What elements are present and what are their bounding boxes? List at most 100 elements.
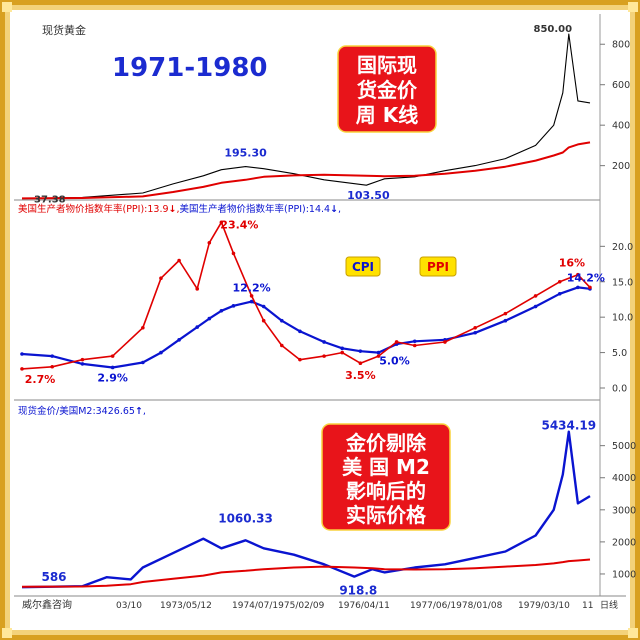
cpi-line-point bbox=[261, 304, 266, 309]
ppi-header: 美国生产者物价指数年率(PPI):13.9↓,美国生产者物价指数年率(PPI):… bbox=[18, 203, 341, 215]
ppi-line-point bbox=[207, 240, 212, 245]
gold-ma-line bbox=[21, 141, 591, 200]
cpi-line-point bbox=[207, 316, 212, 321]
ppi-line-point bbox=[231, 251, 236, 256]
ppi-line-point bbox=[533, 294, 538, 298]
cpi-line-point bbox=[159, 350, 163, 355]
y-tick-label: 200 bbox=[612, 161, 630, 172]
gold-m2-ma-line bbox=[21, 558, 591, 588]
cpi-line-point bbox=[50, 354, 55, 358]
cpi-line-point bbox=[80, 362, 85, 366]
cpi-line-point bbox=[280, 318, 284, 323]
y-tick-label: 600 bbox=[612, 80, 630, 91]
ppi-line-point bbox=[322, 354, 326, 358]
data-label: 5.0% bbox=[379, 355, 410, 368]
cpi-line-point bbox=[231, 304, 236, 308]
y-tick-label: 5000 bbox=[612, 441, 636, 452]
cpi-line-point bbox=[20, 352, 24, 356]
gold-price-panel: 200 400 600 800 37.38 195.30 103.50 850.00 bbox=[21, 24, 630, 206]
data-label: 5434.19 bbox=[541, 419, 596, 433]
ppi-line-point bbox=[280, 343, 284, 348]
frame-glint-tl bbox=[2, 2, 12, 12]
data-label: 3.5% bbox=[345, 369, 376, 382]
footer-tick-7: 11 bbox=[582, 601, 593, 611]
y-tick-label: 0.0 bbox=[612, 384, 627, 395]
cpi-line-point bbox=[358, 349, 363, 353]
footer-tick-5: 1977/06/1978/01/08 bbox=[410, 601, 503, 611]
cpi-line-point bbox=[412, 339, 417, 344]
y-tick-label: 15.0 bbox=[612, 277, 633, 288]
y-tick-label: 4000 bbox=[612, 473, 636, 484]
inflation-panel: 0.0 5.0 10.0 15.0 20.0 2.7% 2.9% 23.4% 12.2% 3.5%… bbox=[20, 218, 633, 395]
cpi-line-point bbox=[557, 291, 562, 296]
bottom-badge-line-2: 美 国 M2 bbox=[342, 455, 430, 479]
data-label: 2.7% bbox=[25, 373, 56, 386]
ppi-line-point bbox=[576, 272, 580, 277]
frame-canvas bbox=[10, 10, 630, 630]
frame-glint-br bbox=[628, 628, 638, 638]
ppi-line-point bbox=[261, 318, 266, 323]
top-badge-line-1: 国际现 bbox=[357, 53, 417, 77]
ppi-line-point bbox=[159, 276, 163, 281]
ppi-line-point bbox=[110, 354, 115, 358]
ppi-line-point bbox=[141, 325, 145, 330]
data-label: 16% bbox=[559, 257, 585, 270]
bottom-badge-line-4: 实际价格 bbox=[346, 503, 427, 527]
ppi-line-point bbox=[557, 279, 562, 284]
cpi-line-point bbox=[576, 285, 580, 290]
ppi-line-point bbox=[358, 361, 363, 366]
top-badge bbox=[337, 45, 437, 133]
ppi-legend-box bbox=[419, 256, 457, 277]
cpi-line-point bbox=[219, 308, 224, 313]
ppi-legend-label: PPI bbox=[427, 260, 449, 274]
ppi-line-point bbox=[249, 294, 254, 298]
data-label: 586 bbox=[41, 570, 66, 584]
ppi-line-point bbox=[50, 364, 55, 369]
data-label: 918.8 bbox=[339, 584, 377, 598]
bottom-badge bbox=[321, 423, 451, 531]
gold-m2-panel: 1000 2000 3000 4000 5000 586 1060.33 918.8 5434.… bbox=[21, 419, 636, 598]
data-label: 37.38 bbox=[34, 195, 66, 206]
ppi-line-point bbox=[219, 220, 224, 225]
footer-tick-3: 1974/07/1975/02/09 bbox=[232, 601, 325, 611]
ppi-line-point bbox=[20, 367, 24, 371]
cpi-line-point bbox=[110, 365, 115, 370]
footer-tick-2: 1973/05/12 bbox=[160, 601, 212, 611]
cpi-legend-box bbox=[345, 256, 381, 277]
ppi-line-point bbox=[473, 325, 477, 330]
ppi-line-point bbox=[340, 350, 345, 355]
cpi-line-point bbox=[195, 325, 200, 329]
footer-tick-4: 1976/04/11 bbox=[338, 601, 390, 611]
bottom-badge-line-3: 影响后的 bbox=[346, 479, 426, 503]
ppi-line-point bbox=[412, 343, 417, 348]
ppi-line-point bbox=[443, 340, 447, 344]
y-tick-label: 400 bbox=[612, 121, 630, 132]
footer-corner: 日线 bbox=[600, 599, 618, 611]
footer-brand: 威尔鑫咨询 bbox=[22, 598, 72, 611]
cpi-line-point bbox=[141, 360, 145, 365]
y-tick-label: 1000 bbox=[612, 569, 636, 580]
y-tick-label: 20.0 bbox=[612, 242, 633, 253]
top-badge-line-2: 货金价 bbox=[357, 78, 418, 102]
footer-tick-6: 1979/03/10 bbox=[518, 601, 570, 611]
y-tick-label: 2000 bbox=[612, 537, 636, 548]
ppi-line-point bbox=[376, 354, 381, 358]
footer-tick-1: 03/10 bbox=[116, 601, 142, 611]
page-title: 现货黄金 bbox=[42, 23, 86, 37]
data-label: 12.2% bbox=[233, 282, 271, 295]
ppi-line bbox=[21, 221, 591, 370]
y-tick-label: 10.0 bbox=[612, 313, 633, 324]
bottom-badge-line-1: 金价剔除 bbox=[345, 431, 427, 455]
data-label: 850.00 bbox=[534, 24, 573, 35]
data-label: 195.30 bbox=[224, 147, 267, 160]
cpi-line-point bbox=[503, 318, 508, 323]
frame-glint-bl bbox=[2, 628, 12, 638]
cpi-line-point bbox=[177, 338, 181, 342]
cpi-legend-label: CPI bbox=[352, 260, 374, 274]
period-title: 1971-1980 bbox=[112, 53, 268, 83]
ppi-line-point bbox=[298, 357, 302, 362]
data-label: 2.9% bbox=[97, 371, 128, 384]
cpi-line-point bbox=[298, 329, 302, 334]
data-label: 103.50 bbox=[347, 189, 390, 202]
